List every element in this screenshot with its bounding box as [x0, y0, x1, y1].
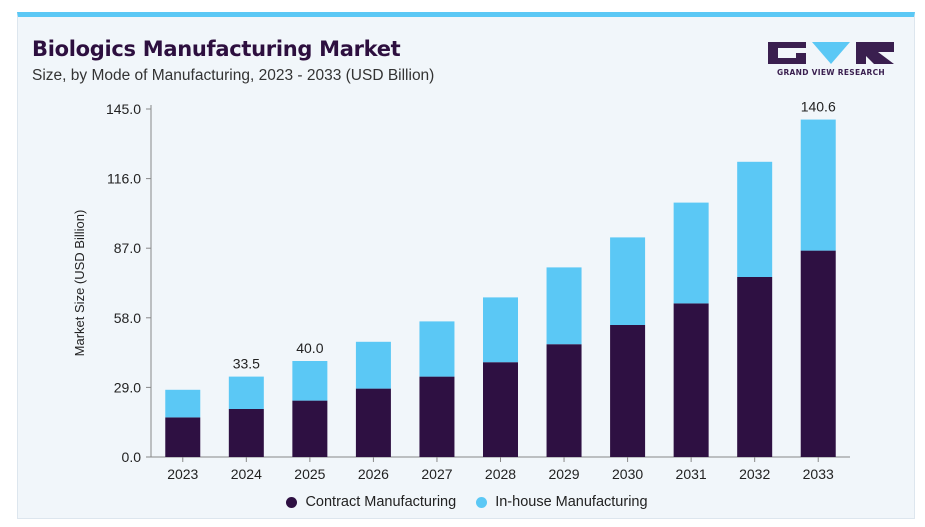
y-axis-title: Market Size (USD Billion) — [72, 210, 87, 357]
bar-contract-2024 — [228, 409, 264, 457]
x-tick-label: 2024 — [231, 466, 262, 482]
bar-inhouse-2027 — [419, 321, 455, 377]
legend-dot-inhouse — [476, 496, 488, 508]
y-tick-label: 116.0 — [107, 171, 141, 187]
data-label-2033: 140.6 — [801, 99, 836, 115]
y-tick-label: 29.0 — [114, 379, 141, 395]
x-tick-label: 2026 — [358, 466, 389, 482]
y-tick-label: 87.0 — [114, 240, 141, 256]
bar-contract-2031 — [673, 303, 709, 457]
x-tick-label: 2028 — [485, 466, 516, 482]
bar-inhouse-2023 — [165, 389, 201, 418]
bar-inhouse-2025 — [292, 361, 328, 401]
x-tick-label: 2031 — [676, 466, 707, 482]
chart-bars — [165, 119, 836, 457]
bar-contract-2027 — [419, 376, 455, 457]
bar-inhouse-2028 — [483, 297, 518, 363]
bar-contract-2032 — [737, 277, 773, 457]
y-tick-label: 0.0 — [122, 449, 142, 465]
bar-contract-2026 — [355, 388, 391, 457]
x-tick-label: 2027 — [421, 466, 452, 482]
grand-view-research-logo: GRAND VIEW RESEARCH — [766, 40, 896, 90]
data-label-2025: 40.0 — [296, 340, 323, 356]
chart-labels: 33.5 40.0 140.6 — [233, 99, 836, 372]
y-tick-label: 58.0 — [114, 310, 141, 326]
bar-inhouse-2033 — [800, 119, 836, 251]
legend-dot-contract — [286, 496, 298, 508]
chart-axes: 0.0 29.0 58.0 87.0 116.0 145.0 Market Size (US… — [72, 101, 850, 482]
logo-text: GRAND VIEW RESEARCH — [777, 68, 885, 77]
logo-mark-icon — [768, 42, 894, 64]
x-tick-label: 2025 — [294, 466, 325, 482]
chart-title: Biologics Manufacturing Market — [32, 37, 401, 61]
bar-contract-2033 — [800, 250, 836, 457]
bar-inhouse-2031 — [673, 202, 709, 304]
x-tick-label: 2023 — [167, 466, 198, 482]
bar-contract-2025 — [292, 400, 328, 457]
x-tick-label: 2032 — [739, 466, 770, 482]
legend-item-contract: Contract Manufacturing — [286, 494, 456, 510]
y-tick-label: 145.0 — [106, 101, 141, 117]
x-tick-label: 2029 — [548, 466, 579, 482]
bar-contract-2028 — [483, 362, 518, 457]
bar-contract-2030 — [610, 325, 646, 457]
chart-card: Biologics Manufacturing Market Size, by … — [17, 12, 915, 519]
bar-inhouse-2026 — [355, 341, 391, 389]
legend-item-inhouse: In-house Manufacturing — [476, 494, 648, 510]
chart-legend: Contract Manufacturing In-house Manufact… — [18, 494, 916, 512]
bar-inhouse-2024 — [228, 376, 264, 409]
x-tick-label: 2030 — [612, 466, 643, 482]
bar-inhouse-2029 — [546, 267, 582, 345]
x-tick-label: 2033 — [803, 466, 834, 482]
bar-inhouse-2032 — [737, 161, 773, 277]
legend-label-contract: Contract Manufacturing — [305, 494, 457, 510]
chart-subtitle: Size, by Mode of Manufacturing, 2023 - 2… — [32, 67, 435, 84]
stacked-bar-chart: 0.0 29.0 58.0 87.0 116.0 145.0 Market Size (US… — [72, 99, 850, 482]
legend-label-inhouse: In-house Manufacturing — [495, 494, 648, 510]
data-label-2024: 33.5 — [233, 356, 260, 372]
bar-contract-2023 — [165, 417, 201, 457]
bar-inhouse-2030 — [610, 237, 646, 325]
bar-contract-2029 — [546, 344, 582, 457]
